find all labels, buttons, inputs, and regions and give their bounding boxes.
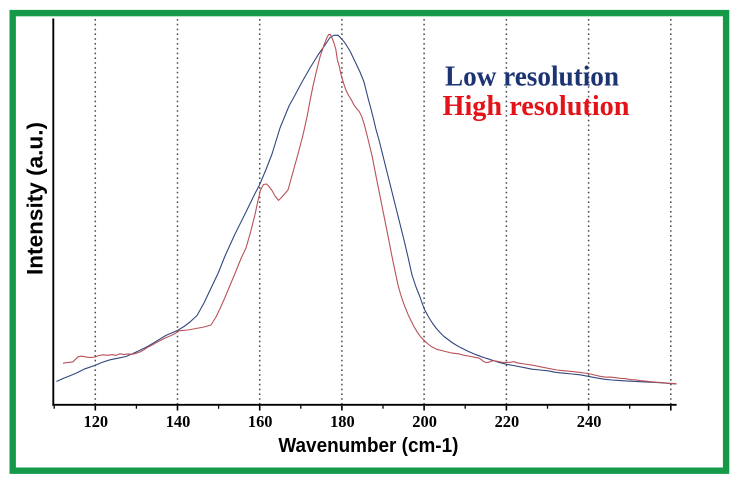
svg-text:Wavenumber (cm-1): Wavenumber (cm-1) xyxy=(278,435,458,457)
svg-text:High resolution: High resolution xyxy=(443,90,630,122)
svg-text:Intensity (a.u.): Intensity (a.u.) xyxy=(23,122,48,275)
svg-text:Low resolution: Low resolution xyxy=(445,61,619,93)
svg-text:120: 120 xyxy=(84,412,109,431)
svg-text:160: 160 xyxy=(248,412,273,431)
svg-text:140: 140 xyxy=(166,412,191,431)
svg-text:220: 220 xyxy=(495,412,520,431)
svg-text:240: 240 xyxy=(577,412,602,431)
svg-text:180: 180 xyxy=(330,412,355,431)
svg-text:200: 200 xyxy=(412,412,437,431)
